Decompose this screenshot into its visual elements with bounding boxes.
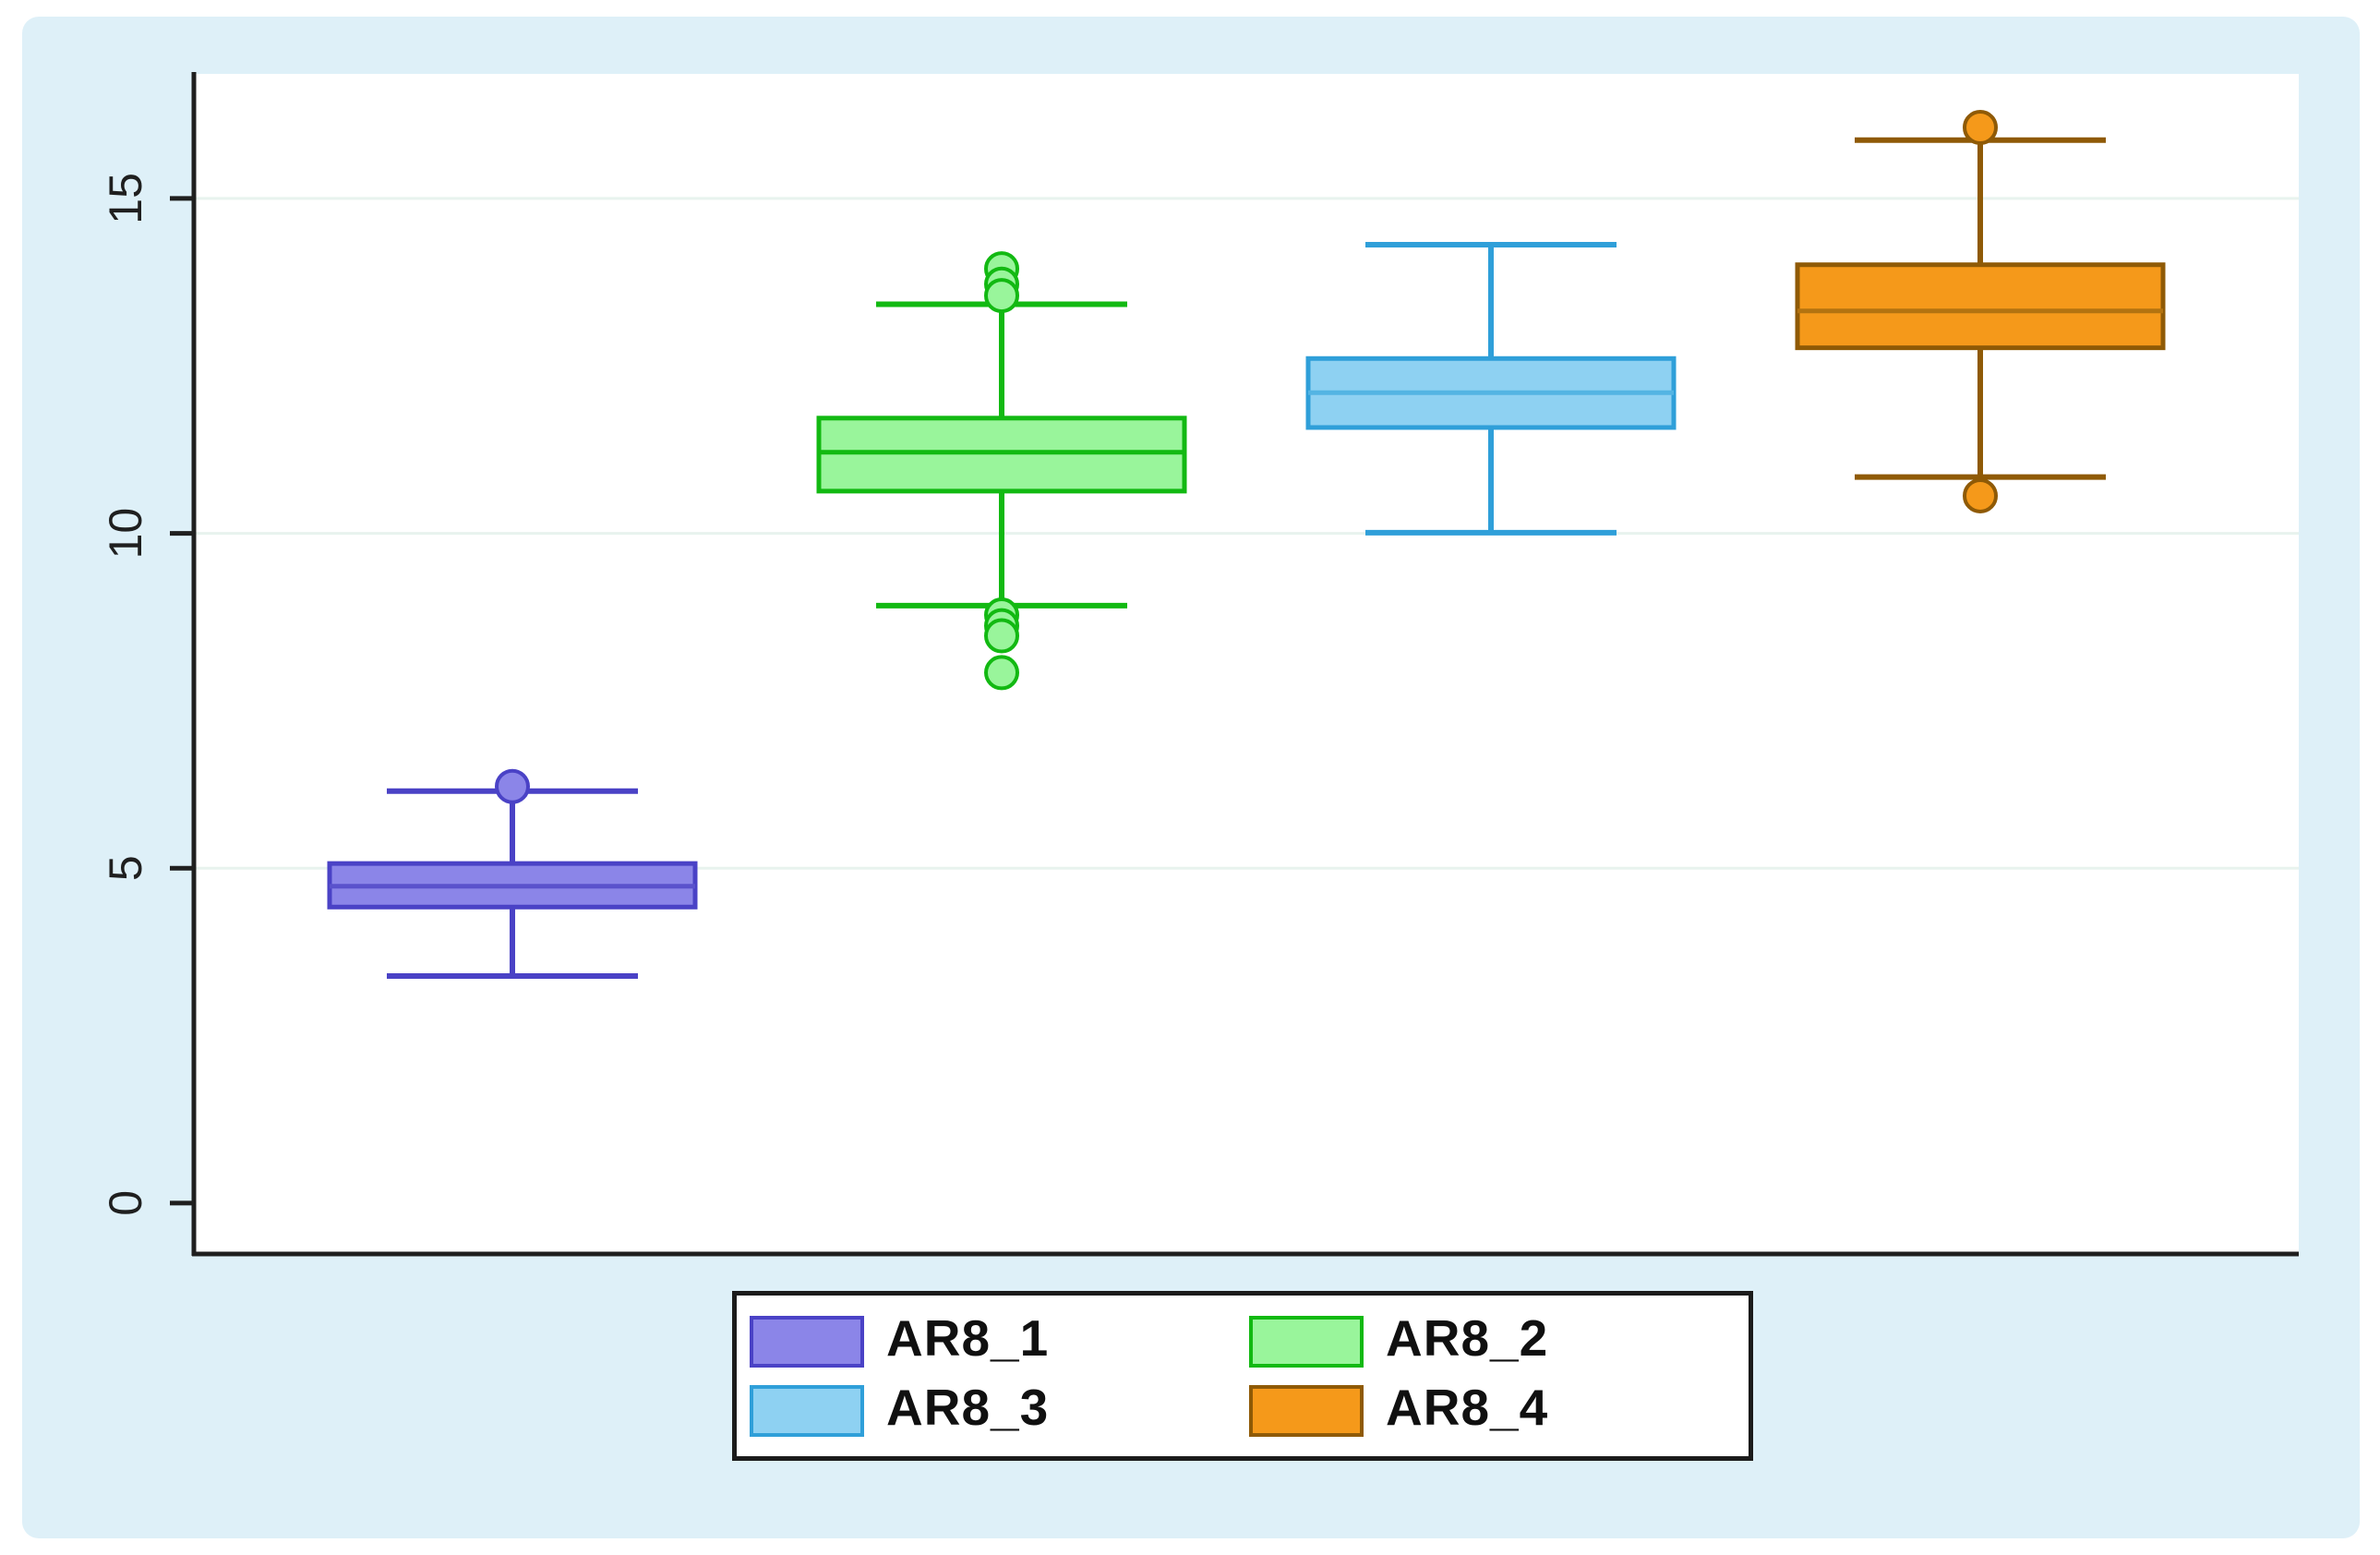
legend-label-ar8-4: AR8_4 <box>1386 1379 1549 1436</box>
box-series-ar8_2 <box>816 251 1187 691</box>
outlier-dot <box>495 768 530 804</box>
legend-label-ar8-2: AR8_2 <box>1386 1309 1549 1367</box>
box-series-ar8_4 <box>1795 110 2166 513</box>
outlier-dot <box>1963 110 1998 146</box>
legend-item-ar8-2: AR8_2 <box>1249 1313 1749 1369</box>
legend-swatch-ar8-1 <box>750 1315 864 1368</box>
box-series-ar8_3 <box>1305 241 1677 536</box>
legend-swatch-ar8-2 <box>1249 1315 1364 1368</box>
legend-label-ar8-1: AR8_1 <box>886 1309 1050 1367</box>
outlier-dot <box>1963 477 1998 513</box>
iqr-box <box>1795 262 2166 351</box>
y-tick-label-15: 15 <box>100 173 151 224</box>
legend-swatch-ar8-4 <box>1249 1384 1364 1437</box>
legend-label-ar8-3: AR8_3 <box>886 1379 1050 1436</box>
legend-box: AR8_1 AR8_2 AR8_3 AR8_4 <box>732 1291 1753 1461</box>
legend-item-ar8-1: AR8_1 <box>750 1313 1249 1369</box>
legend-swatch-ar8-3 <box>750 1384 864 1437</box>
legend-item-ar8-4: AR8_4 <box>1249 1382 1749 1439</box>
y-tick-label-5: 5 <box>100 855 151 881</box>
y-tick-label-0: 0 <box>100 1190 151 1216</box>
y-tick-label-10: 10 <box>100 508 151 560</box>
iqr-box <box>816 416 1187 494</box>
outlier-dot <box>984 618 1019 654</box>
outlier-dot <box>984 655 1019 691</box>
legend-item-ar8-3: AR8_3 <box>750 1382 1249 1439</box>
outlier-dot <box>984 278 1019 314</box>
box-series-ar8_1 <box>327 768 698 979</box>
